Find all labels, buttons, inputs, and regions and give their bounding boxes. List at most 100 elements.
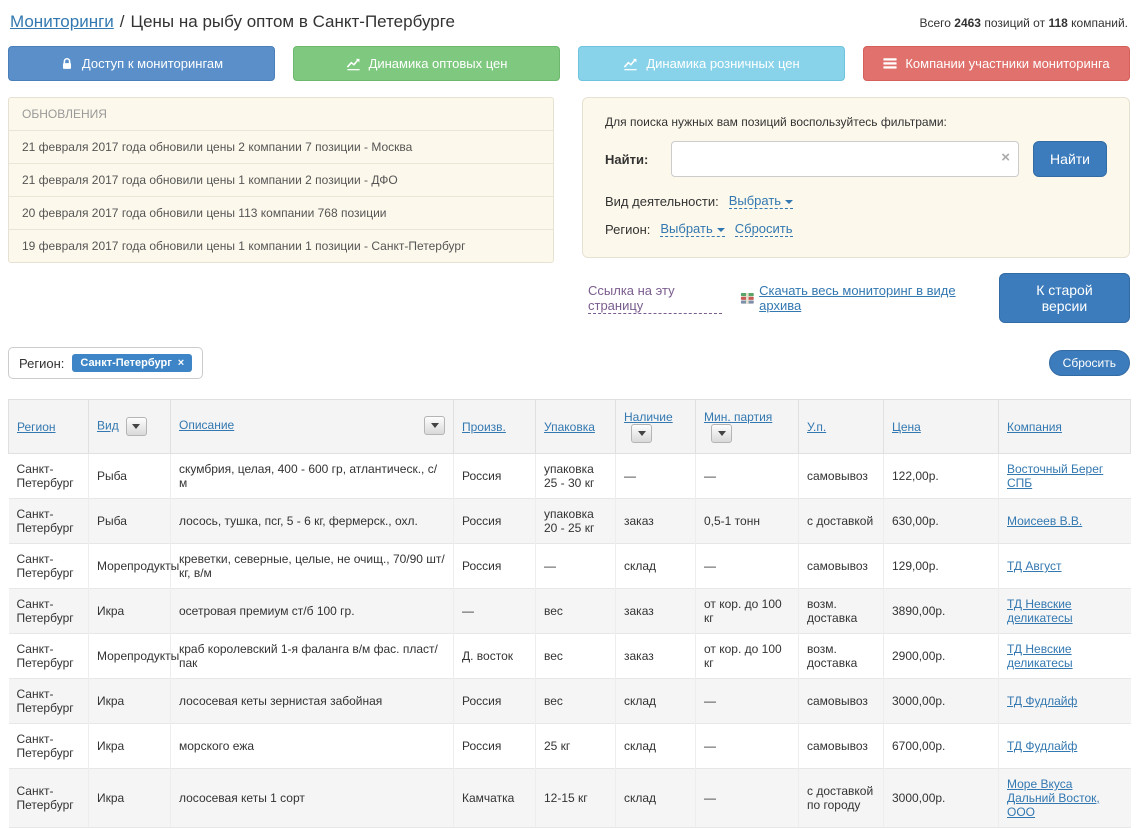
region-select-link[interactable]: Выбрать bbox=[660, 221, 725, 237]
column-filter-button-description[interactable] bbox=[424, 416, 445, 435]
line-chart-icon bbox=[346, 58, 360, 70]
cell-company: ТД Невские деликатесы bbox=[998, 633, 1131, 679]
column-filter-button-kind[interactable] bbox=[125, 417, 147, 436]
cell-region: Санкт-Петербург bbox=[8, 633, 89, 679]
sort-link-region[interactable]: Регион bbox=[17, 419, 56, 434]
cell-region: Санкт-Петербург bbox=[8, 678, 89, 724]
download-archive-link[interactable]: Скачать весь мониторинг в виде архива bbox=[740, 283, 981, 313]
cell-packaging: вес bbox=[535, 678, 616, 724]
region-reset-link[interactable]: Сбросить bbox=[734, 221, 793, 237]
sort-link-min_batch[interactable]: Мин. партия bbox=[704, 410, 773, 424]
sort-link-description[interactable]: Описание bbox=[179, 418, 235, 432]
cell-min_batch: — bbox=[695, 543, 799, 589]
company-link[interactable]: Моисеев В.В. bbox=[1007, 514, 1083, 528]
cell-packaging: 12-15 кг bbox=[535, 768, 616, 828]
cell-min_batch: от кор. до 100 кг bbox=[695, 633, 799, 679]
table-body: Санкт-Петербург Рыба скумбрия, целая, 400 … bbox=[8, 453, 1131, 828]
cell-description: скумбрия, целая, 400 - 600 гр, атлантиче… bbox=[170, 453, 454, 499]
update-item: 19 февраля 2017 года обновили цены 1 ком… bbox=[22, 239, 466, 253]
company-link[interactable]: Восточный Берег СПБ bbox=[1007, 462, 1104, 490]
updates-list: 21 февраля 2017 года обновили цены 2 ком… bbox=[9, 131, 553, 262]
sort-link-kind[interactable]: Вид bbox=[97, 418, 119, 433]
activity-select-link[interactable]: Выбрать bbox=[728, 193, 794, 209]
cell-packaging: упаковка 20 - 25 кг bbox=[535, 498, 616, 544]
activity-filter-row: Вид деятельности: Выбрать bbox=[605, 193, 1107, 209]
cell-company: Моисеев В.В. bbox=[998, 498, 1131, 544]
cell-packaging: упаковка 25 - 30 кг bbox=[535, 453, 616, 499]
region-tag[interactable]: Санкт-Петербург × bbox=[72, 354, 193, 372]
column-header-producer: Произв. bbox=[453, 399, 536, 454]
cell-packaging: вес bbox=[535, 588, 616, 634]
cell-min_batch: — bbox=[695, 768, 799, 828]
cell-terms: самовывоз bbox=[798, 453, 884, 499]
cell-description: морского ежа bbox=[170, 723, 454, 769]
old-version-button[interactable]: К старой версии bbox=[998, 273, 1130, 323]
company-link[interactable]: ТД Фудлайф bbox=[1007, 694, 1078, 708]
nav-button-wholesale[interactable]: Динамика оптовых цен bbox=[293, 46, 560, 81]
column-header-region: Регион bbox=[8, 399, 89, 454]
line-chart-icon bbox=[624, 58, 637, 70]
company-link[interactable]: Море Вкуса Дальний Восток, ООО bbox=[1007, 777, 1100, 819]
nav-button-companies[interactable]: Компании участники мониторинга bbox=[863, 46, 1130, 81]
sort-link-producer[interactable]: Произв. bbox=[462, 419, 506, 434]
list-icon bbox=[883, 58, 897, 69]
cell-packaging: вес bbox=[535, 633, 616, 679]
cell-producer: — bbox=[453, 588, 536, 634]
search-input[interactable] bbox=[671, 141, 1020, 177]
nav-button-retail[interactable]: Динамика розничных цен bbox=[578, 46, 845, 81]
clear-search-icon[interactable]: × bbox=[1001, 149, 1011, 166]
cell-description: лосось, тушка, псг, 5 - 6 кг, фермерск.,… bbox=[170, 498, 454, 544]
cell-price: 630,00р. bbox=[883, 498, 999, 544]
sort-link-company[interactable]: Компания bbox=[1007, 419, 1062, 434]
company-link[interactable]: ТД Невские деликатесы bbox=[1007, 597, 1073, 625]
remove-tag-icon[interactable]: × bbox=[177, 357, 185, 369]
breadcrumb-link-monitorings[interactable]: Мониторинги bbox=[10, 12, 114, 31]
column-header-company: Компания bbox=[998, 399, 1131, 454]
sort-link-price[interactable]: Цена bbox=[892, 419, 921, 434]
company-link[interactable]: ТД Фудлайф bbox=[1007, 739, 1078, 753]
page-title: Цены на рыбу оптом в Санкт-Петербурге bbox=[130, 12, 455, 31]
column-filter-button-min_batch[interactable] bbox=[711, 424, 732, 443]
table-row: Санкт-Петербург Морепродукты краб королевс… bbox=[8, 633, 1131, 679]
column-header-availability: Наличие bbox=[615, 399, 696, 454]
region-tag-label: Санкт-Петербург bbox=[80, 357, 172, 369]
sort-link-availability[interactable]: Наличие bbox=[624, 410, 673, 424]
sort-link-terms[interactable]: У.п. bbox=[807, 419, 827, 434]
column-filter-button-availability[interactable] bbox=[631, 424, 652, 443]
search-button[interactable]: Найти bbox=[1033, 141, 1107, 177]
active-region-label: Регион: bbox=[19, 355, 65, 371]
chevron-down-icon bbox=[132, 424, 141, 429]
cell-terms: возм. доставка bbox=[798, 633, 884, 679]
company-link[interactable]: ТД Август bbox=[1007, 559, 1062, 573]
sort-link-packaging[interactable]: Упаковка bbox=[544, 419, 595, 434]
cell-description: осетровая премиум ст/б 100 гр. bbox=[170, 588, 454, 634]
cell-company: ТД Фудлайф bbox=[998, 678, 1131, 724]
nav-button-access[interactable]: Доступ к мониторингам bbox=[8, 46, 275, 81]
cell-producer: Россия bbox=[453, 498, 536, 544]
links-row: Ссылка на эту страницу Скачать весь мони… bbox=[582, 273, 1130, 323]
region-select-label: Выбрать bbox=[660, 221, 713, 236]
totals-summary: Всего 2463 позиций от 118 компаний. bbox=[919, 16, 1128, 30]
lock-icon bbox=[62, 57, 71, 69]
company-link[interactable]: ТД Невские деликатесы bbox=[1007, 642, 1073, 670]
activity-select-label: Выбрать bbox=[728, 193, 782, 208]
column-header-price: Цена bbox=[883, 399, 999, 454]
cell-min_batch: — bbox=[695, 678, 799, 724]
cell-company: ТД Невские деликатесы bbox=[998, 588, 1131, 634]
table-row: Санкт-Петербург Икра морского ежа Россия 25 … bbox=[8, 723, 1131, 769]
search-box: × bbox=[671, 141, 1020, 177]
summary-companies-count: 118 bbox=[1048, 16, 1068, 30]
cell-terms: с доставкой bbox=[798, 498, 884, 544]
update-item: 20 февраля 2017 года обновили цены 113 к… bbox=[9, 197, 553, 230]
column-header-terms: У.п. bbox=[798, 399, 884, 454]
nav-button-label: Доступ к мониторингам bbox=[81, 56, 224, 71]
nav-button-label: Компании участники мониторинга bbox=[905, 56, 1110, 71]
activity-label: Вид деятельности: bbox=[605, 193, 719, 209]
active-region-box: Регион: Санкт-Петербург × bbox=[8, 347, 204, 379]
column-header-min_batch: Мин. партия bbox=[695, 399, 799, 454]
table-row: Санкт-Петербург Икра осетровая премиум ст/… bbox=[8, 588, 1131, 634]
reset-filters-button[interactable]: Сбросить bbox=[1048, 350, 1130, 376]
page-permalink[interactable]: Ссылка на эту страницу bbox=[588, 283, 722, 314]
main-columns: ОБНОВЛЕНИЯ 21 февраля 2017 года обновили… bbox=[8, 97, 1130, 323]
breadcrumb-separator: / bbox=[119, 12, 125, 31]
